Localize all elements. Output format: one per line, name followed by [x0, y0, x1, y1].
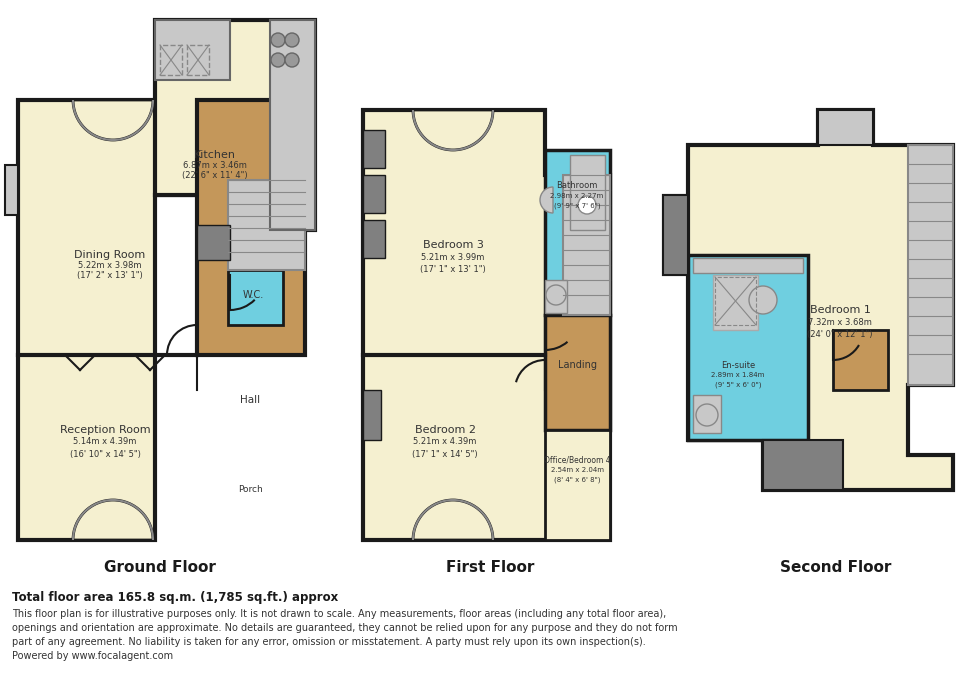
Text: Bedroom 1: Bedroom 1 — [809, 305, 870, 315]
Circle shape — [696, 404, 718, 426]
Wedge shape — [413, 110, 493, 150]
Bar — [713, 275, 758, 330]
Polygon shape — [688, 110, 953, 490]
Bar — [715, 277, 756, 325]
Text: (17' 1" x 13' 1"): (17' 1" x 13' 1") — [420, 264, 486, 273]
Text: (9' 5" x 6' 0"): (9' 5" x 6' 0") — [714, 382, 761, 388]
Circle shape — [271, 53, 285, 67]
Text: Hall: Hall — [240, 395, 260, 405]
Bar — [155, 20, 230, 80]
Wedge shape — [73, 100, 153, 140]
Text: 7.32m x 3.68m: 7.32m x 3.68m — [808, 318, 872, 327]
Bar — [363, 220, 385, 258]
Text: Powered by www.focalagent.com: Powered by www.focalagent.com — [12, 651, 173, 661]
Bar — [5, 165, 18, 215]
Text: 5.21m x 4.39m: 5.21m x 4.39m — [414, 438, 476, 447]
Polygon shape — [197, 100, 305, 355]
Text: Reception Room: Reception Room — [60, 425, 150, 435]
Text: Dining Room: Dining Room — [74, 250, 146, 260]
Text: Kitchen: Kitchen — [194, 150, 236, 160]
Text: En-suite: En-suite — [721, 360, 756, 369]
Polygon shape — [18, 100, 230, 540]
Circle shape — [271, 33, 285, 47]
Bar — [363, 390, 381, 440]
Bar — [545, 430, 610, 540]
Bar — [563, 175, 610, 315]
Wedge shape — [540, 187, 553, 213]
Polygon shape — [663, 195, 688, 275]
Text: Ground Floor: Ground Floor — [104, 560, 216, 575]
Polygon shape — [155, 20, 315, 230]
Wedge shape — [413, 500, 493, 540]
Text: Bedroom 2: Bedroom 2 — [415, 425, 475, 435]
Text: 2.98m x 2.27m: 2.98m x 2.27m — [551, 193, 604, 199]
Bar — [545, 280, 567, 313]
Text: 5.21m x 3.99m: 5.21m x 3.99m — [421, 253, 485, 262]
Text: W.C.: W.C. — [242, 290, 264, 300]
Bar — [693, 395, 721, 433]
Text: (17' 1" x 14' 5"): (17' 1" x 14' 5") — [413, 449, 478, 458]
Circle shape — [546, 285, 566, 305]
Text: First Floor: First Floor — [446, 560, 534, 575]
Wedge shape — [73, 500, 153, 540]
Bar — [197, 225, 230, 260]
Bar — [818, 110, 873, 145]
Bar — [363, 175, 385, 213]
Bar — [570, 155, 605, 230]
Text: 5.14m x 4.39m: 5.14m x 4.39m — [74, 438, 136, 447]
Text: Landing: Landing — [558, 360, 597, 370]
Text: 2.54m x 2.04m: 2.54m x 2.04m — [551, 467, 604, 473]
Text: 6.87m x 3.46m: 6.87m x 3.46m — [183, 160, 247, 169]
Text: Porch: Porch — [237, 486, 263, 495]
Circle shape — [285, 33, 299, 47]
Text: Bathroom: Bathroom — [557, 181, 598, 190]
Text: 5.22m x 3.98m: 5.22m x 3.98m — [78, 260, 142, 269]
Bar — [187, 45, 209, 75]
Text: Second Floor: Second Floor — [780, 560, 892, 575]
Circle shape — [749, 286, 777, 314]
Text: openings and orientation are approximate. No details are guaranteed, they cannot: openings and orientation are approximate… — [12, 623, 677, 633]
Bar — [160, 45, 182, 75]
Text: (22' 6" x 11' 4"): (22' 6" x 11' 4") — [182, 171, 248, 179]
Text: Office/Bedroom 4: Office/Bedroom 4 — [544, 456, 611, 464]
Text: (16' 10" x 14' 5"): (16' 10" x 14' 5") — [70, 449, 140, 458]
Polygon shape — [363, 110, 610, 540]
Text: Total floor area 165.8 sq.m. (1,785 sq.ft.) approx: Total floor area 165.8 sq.m. (1,785 sq.f… — [12, 592, 338, 604]
Text: (9' 9" x 7' 6"): (9' 9" x 7' 6") — [554, 203, 601, 209]
Text: Bedroom 3: Bedroom 3 — [422, 240, 483, 250]
Bar — [363, 130, 385, 168]
Text: This floor plan is for illustrative purposes only. It is not drawn to scale. Any: This floor plan is for illustrative purp… — [12, 609, 666, 619]
Polygon shape — [545, 315, 610, 430]
Text: 2.89m x 1.84m: 2.89m x 1.84m — [711, 372, 764, 378]
Bar — [763, 440, 843, 490]
Bar — [663, 195, 688, 275]
Text: (17' 2" x 13' 1"): (17' 2" x 13' 1") — [77, 271, 143, 279]
Bar — [270, 20, 315, 230]
Text: (24' 0" x 12' 1"): (24' 0" x 12' 1") — [808, 329, 873, 338]
Text: (8' 4" x 6' 8"): (8' 4" x 6' 8") — [554, 477, 600, 483]
Text: part of any agreement. No liability is taken for any error, omission or misstate: part of any agreement. No liability is t… — [12, 637, 646, 647]
Bar — [833, 330, 888, 390]
Bar — [228, 270, 283, 325]
Bar — [693, 258, 803, 273]
Bar — [688, 255, 808, 440]
Bar — [228, 180, 305, 270]
Circle shape — [578, 196, 596, 214]
Bar — [908, 145, 953, 385]
Circle shape — [285, 53, 299, 67]
Bar — [545, 150, 610, 315]
